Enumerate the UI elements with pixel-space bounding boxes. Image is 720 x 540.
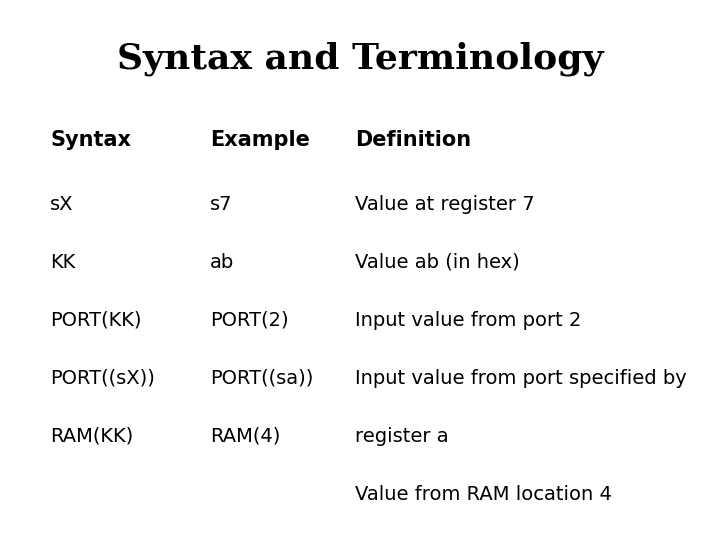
Text: Syntax and Terminology: Syntax and Terminology bbox=[117, 42, 603, 77]
Text: Input value from port specified by: Input value from port specified by bbox=[355, 369, 687, 388]
Text: PORT((sa)): PORT((sa)) bbox=[210, 369, 313, 388]
Text: register a: register a bbox=[355, 427, 449, 446]
Text: RAM(4): RAM(4) bbox=[210, 427, 280, 446]
Text: sX: sX bbox=[50, 195, 73, 214]
Text: Value from RAM location 4: Value from RAM location 4 bbox=[355, 485, 612, 504]
Text: PORT((sX)): PORT((sX)) bbox=[50, 369, 155, 388]
Text: Syntax: Syntax bbox=[50, 130, 131, 150]
Text: PORT(2): PORT(2) bbox=[210, 311, 289, 330]
Text: ab: ab bbox=[210, 253, 234, 272]
Text: Input value from port 2: Input value from port 2 bbox=[355, 311, 581, 330]
Text: Value ab (in hex): Value ab (in hex) bbox=[355, 253, 520, 272]
Text: Example: Example bbox=[210, 130, 310, 150]
Text: KK: KK bbox=[50, 253, 76, 272]
Text: RAM(KK): RAM(KK) bbox=[50, 427, 133, 446]
Text: PORT(KK): PORT(KK) bbox=[50, 311, 142, 330]
Text: s7: s7 bbox=[210, 195, 233, 214]
Text: Definition: Definition bbox=[355, 130, 471, 150]
Text: Value at register 7: Value at register 7 bbox=[355, 195, 535, 214]
